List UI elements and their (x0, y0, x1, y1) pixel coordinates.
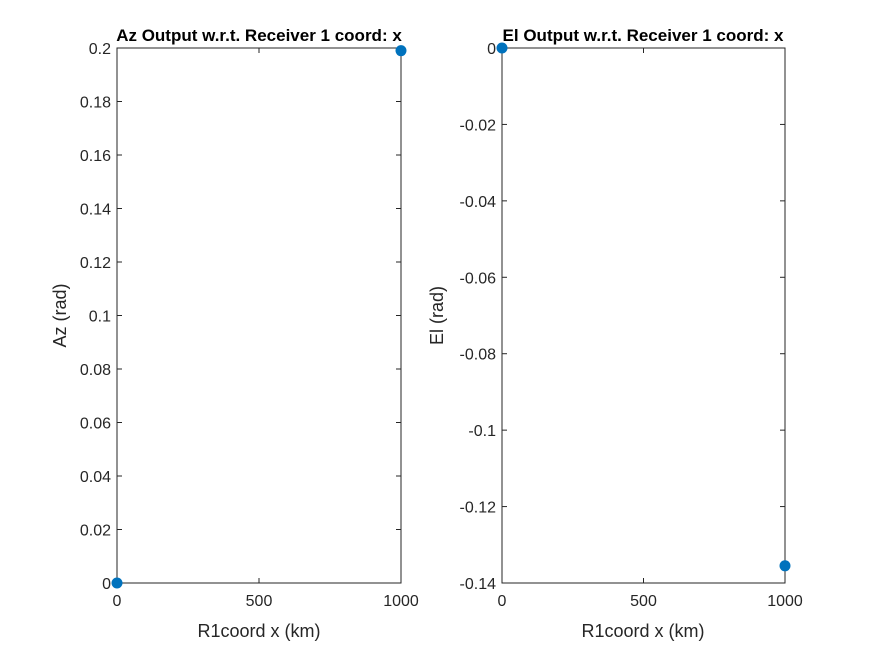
az-y-tick-label: 0.18 (80, 95, 111, 112)
el-x-tick-label: 1000 (767, 593, 803, 610)
az-x-tick-label: 1000 (383, 593, 419, 610)
el-chart-title: El Output w.r.t. Receiver 1 coord: x (503, 26, 784, 45)
az-x-tick-label: 0 (113, 593, 122, 610)
az-y-tick-label: 0.2 (89, 41, 111, 58)
el-y-tick-label: -0.12 (460, 500, 497, 517)
az-x-axis-label: R1coord x (km) (197, 621, 320, 641)
el-y-tick-label: -0.04 (460, 194, 497, 211)
az-y-ticks: 0 0.02 0.04 0.06 0.08 0.1 0.12 0.14 0.16 0.18 0.2 (80, 41, 401, 593)
el-data-points (496, 42, 791, 572)
az-y-tick-label: 0 (102, 576, 111, 593)
az-y-tick-label: 0.1 (89, 309, 111, 326)
el-y-ticks: -0.14 -0.12 -0.1 -0.08 -0.06 -0.04 -0.02 0 (460, 41, 785, 593)
az-chart-title: Az Output w.r.t. Receiver 1 coord: x (116, 26, 402, 45)
el-y-tick-label: -0.08 (460, 347, 497, 364)
el-y-tick-label: -0.1 (468, 423, 496, 440)
az-x-tick-label: 500 (246, 593, 273, 610)
el-y-tick-label: -0.06 (460, 270, 497, 287)
el-x-tick-label: 0 (498, 593, 507, 610)
az-y-tick-label: 0.04 (80, 469, 111, 486)
el-x-ticks: 0 500 1000 (498, 48, 803, 610)
el-data-point (496, 42, 508, 54)
az-y-tick-label: 0.06 (80, 416, 111, 433)
az-y-tick-label: 0.14 (80, 202, 111, 219)
el-subplot: 0 500 1000 -0.14-0.12-0.1-0.08-0.06-0.04-0… (427, 26, 803, 641)
az-y-tick-label: 0.02 (80, 523, 111, 540)
az-subplot: 0 500 1000 0 0.02 0.04 0.06 0.08 0.1 0.12 0.14 0.1… (50, 26, 419, 641)
el-x-axis-label: R1coord x (km) (581, 621, 704, 641)
el-y-tick-label: -0.02 (460, 117, 497, 134)
az-y-tick-label: 0.16 (80, 148, 111, 165)
az-data-point (111, 577, 123, 589)
el-x-tick-label: 500 (630, 593, 657, 610)
el-plot-area (501, 47, 786, 584)
el-data-point (779, 560, 791, 572)
az-y-tick-label: 0.12 (80, 255, 111, 272)
az-plot-area (116, 47, 402, 584)
el-y-tick-label: -0.14 (460, 576, 497, 593)
az-y-axis-label: Az (rad) (50, 283, 70, 347)
el-y-axis-label: El (rad) (427, 286, 447, 345)
az-data-point (395, 45, 407, 57)
az-x-ticks: 0 500 1000 (113, 48, 419, 610)
az-y-tick-label: 0.08 (80, 362, 111, 379)
el-y-tick-label: 0 (487, 41, 496, 58)
az-data-points (111, 45, 407, 589)
